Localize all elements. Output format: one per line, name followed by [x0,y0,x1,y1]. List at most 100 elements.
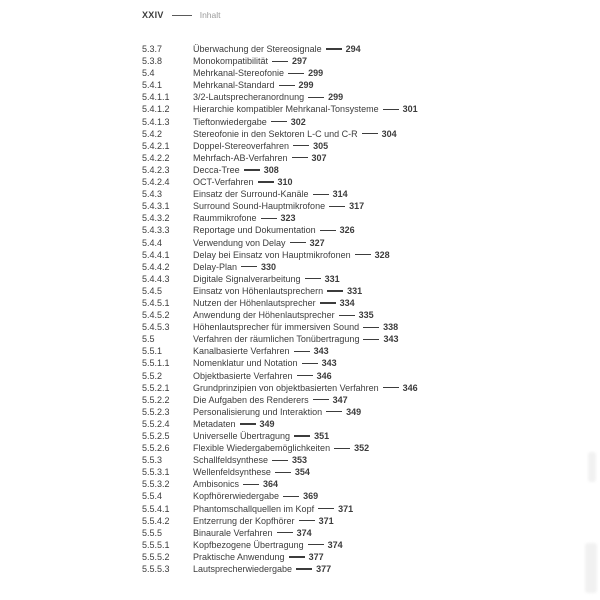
toc-entry-page: 334 [339,297,355,308]
toc-entry: 5.5.4.2 Entzerrung der Kopfhörer 371 [142,515,562,527]
toc-entry-title: 3/2-Lautsprecheranordnung [193,92,305,103]
toc-entry-page: 349 [259,418,275,429]
toc-entry-page: 371 [318,515,334,526]
toc-entry-number: 5.5.2.4 [142,418,170,429]
toc-entry: 5.4.2.2 Mehrfach-AB-Verfahren 307 [142,152,562,164]
toc-entry-number: 5.5.2.5 [142,431,170,441]
toc-entry-page: 310 [277,177,293,188]
toc-entry-title: Einsatz der Surround-Kanäle [193,189,309,200]
toc-entry-number: 5.4.4.1 [142,249,170,260]
toc-entry-number: 5.4.5.2 [142,310,170,321]
toc-entry: 5.5.2.6 Flexible Wiedergabemöglichkeiten… [142,442,562,454]
toc-entry: 5.4.3.3 Reportage und Dokumentation 326 [142,224,562,236]
toc-entry-number: 5.4.5.1 [142,297,170,308]
dash-separator [382,108,399,111]
toc-entry-title: Lautsprecherwiedergabe [193,564,293,575]
toc-entry-number: 5.4.5 [142,285,163,296]
dash-separator [276,532,293,534]
toc-entry-number: 5.4.3.1 [142,201,170,212]
dash-separator [239,423,256,425]
dash-separator [257,181,274,183]
toc-entry-number: 5.5.3.2 [142,479,170,490]
toc-entry-page: 353 [292,455,308,466]
toc-entry-title: Mehrkanal-Stereofonie [193,68,285,79]
dash-separator [272,459,289,461]
dash-separator [382,387,399,389]
toc-entry-page: 349 [346,406,362,417]
dash-separator [304,278,321,280]
toc-entry-title: Decca-Tree [193,164,240,175]
toc-entry-title: Surround Sound-Hauptmikrofone [193,201,326,212]
toc-entry-title: Mehrkanal-Standard [193,80,275,91]
toc-entry: 5.4.3.1 Surround Sound-Hauptmikrofone 31… [142,200,562,212]
toc-entry: 5.4 Mehrkanal-Stereofonie 299 [142,67,562,79]
toc-entry: 5.4.1 Mehrkanal-Standard 299 [142,79,562,91]
dash-separator [294,435,311,437]
toc-entry-number: 5.5.1 [142,346,163,357]
toc-entry: 5.5.2.2 Die Aufgaben des Renderers 347 [142,394,562,406]
toc-entry: 5.5.2.3 Personalisierung und Interaktion… [142,406,562,418]
page-edge-artifact [588,452,596,482]
toc-entry-number: 5.4.5.3 [142,322,170,333]
dash-separator [354,254,371,256]
toc-entry-title: Mehrfach-AB-Verfahren [193,152,288,163]
toc-entry-number: 5.4.1.2 [142,104,170,115]
toc-entry: 5.5 Verfahren der räumlichen Tonübertrag… [142,333,562,345]
toc-entry: 5.4.2.4 OCT-Verfahren 310 [142,176,562,188]
dash-separator [334,447,351,449]
toc-list: 5.3.7 Überwachung der Stereosignale 294 … [142,43,562,575]
toc-entry: 5.4.4.3 Digitale Signalverarbeitung 331 [142,273,562,285]
toc-entry-title: Verwendung von Delay [193,237,286,248]
toc-entry: 5.4.1.1 3/2-Lautsprecheranordnung 299 [142,91,562,103]
dash-separator [291,157,308,159]
toc-entry-page: 346 [402,382,418,393]
toc-entry-page: 326 [339,225,355,236]
toc-entry-number: 5.4.3.3 [142,225,170,236]
toc-entry-number: 5.4.2.2 [142,152,170,163]
toc-entry-number: 5.5.5 [142,527,163,538]
dash-separator [171,14,192,17]
dash-separator [260,217,277,219]
toc-entry-title: Die Aufgaben des Renderers [193,394,309,405]
toc-entry-title: Objektbasierte Verfahren [193,370,293,381]
toc-entry: 5.4.2.3 Decca-Tree 308 [142,164,562,176]
toc-entry-title: Verfahren der räumlichen Tonübertragung [193,334,360,345]
toc-entry: 5.4.5 Einsatz von Höhenlautsprechern 331 [142,285,562,297]
toc-entry-title: Delay bei Einsatz von Hauptmikrofonen [193,249,351,260]
toc-entry-title: Reportage und Dokumentation [193,225,316,236]
toc-entry-page: 371 [338,503,354,514]
toc-entry-number: 5.5.5.1 [142,539,170,550]
toc-entry-number: 5.4.4.3 [142,273,170,284]
toc-entry-number: 5.5.5.2 [142,551,170,562]
toc-entry: 5.3.7 Überwachung der Stereosignale 294 [142,43,562,55]
toc-entry-number: 5.5.5.3 [142,564,170,575]
toc-entry-title: Höhenlautsprecher für immersiven Sound [193,322,360,333]
toc-entry: 5.5.1.1 Nomenklatur und Notation 343 [142,357,562,369]
toc-entry-number: 5.5.4 [142,491,163,502]
toc-entry-page: 374 [327,539,343,550]
toc-entry-title: Anwendung der Höhenlautsprecher [193,310,335,321]
toc-entry-title: OCT-Verfahren [193,177,254,188]
toc-entry-title: Hierarchie kompatibler Mehrkanal-Tonsyst… [193,104,379,115]
dash-separator [296,568,313,570]
dash-separator [318,508,335,510]
toc-entry-page: 374 [296,527,312,538]
toc-entry: 5.5.3.1 Wellenfeldsynthese 354 [142,466,562,478]
dash-separator [274,471,291,473]
toc-entry-number: 5.4.2.3 [142,164,170,175]
dash-separator [312,399,329,401]
toc-entry-number: 5.4.1.1 [142,92,170,103]
toc-entry: 5.4.3 Einsatz der Surround-Kanäle 314 [142,188,562,200]
toc-entry-page: 302 [290,116,306,127]
toc-entry-title: Praktische Anwendung [193,551,285,562]
toc-entry: 5.4.4 Verwendung von Delay 327 [142,237,562,249]
toc-entry-title: Schallfeldsynthese [193,455,269,466]
toc-entry-page: 354 [294,467,310,478]
toc-entry-number: 5.4.4.2 [142,261,170,272]
toc-entry: 5.4.2 Stereofonie in den Sektoren L-C un… [142,128,562,140]
toc-entry-number: 5.5.2.1 [142,382,170,393]
toc-entry: 5.4.5.2 Anwendung der Höhenlautsprecher … [142,309,562,321]
dash-separator [270,121,287,123]
toc-entry-number: 5.4.2.4 [142,177,170,188]
toc-entry-page: 331 [324,273,340,284]
